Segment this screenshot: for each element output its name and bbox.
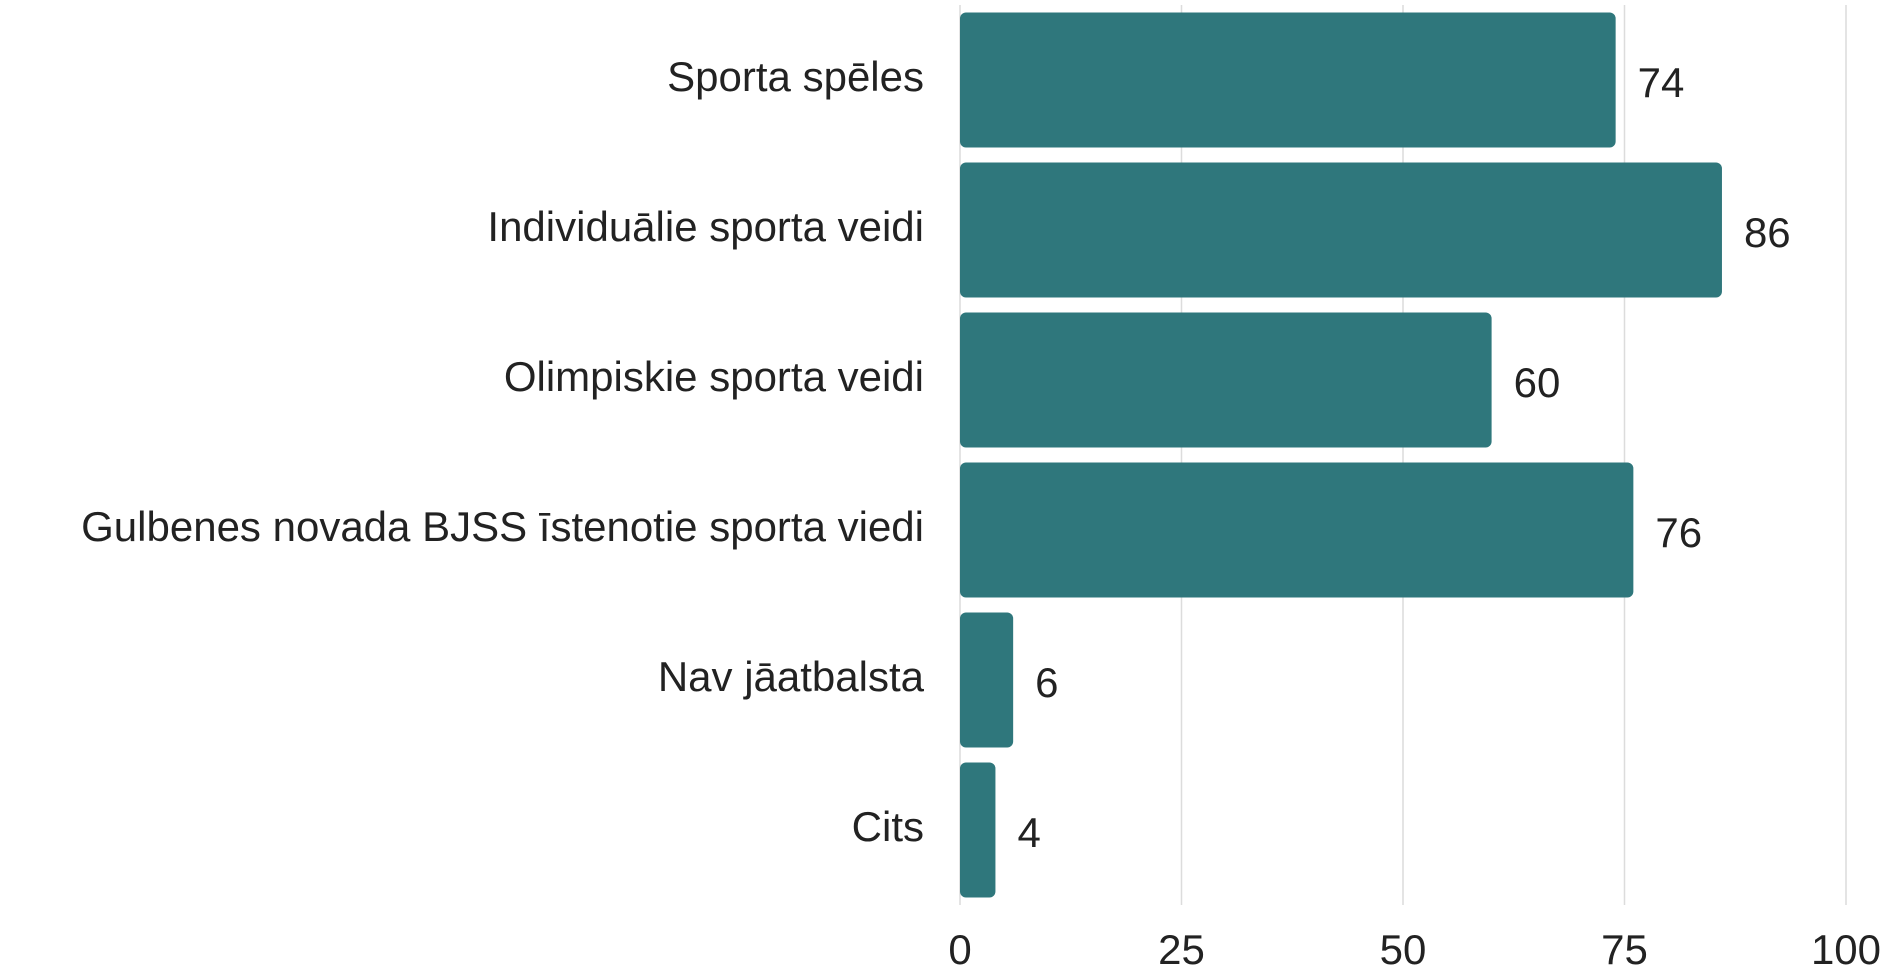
bar	[960, 462, 1634, 598]
bar	[960, 12, 1616, 148]
value-label: 76	[1655, 509, 1702, 556]
value-label: 4	[1017, 809, 1040, 856]
value-label: 60	[1514, 359, 1561, 406]
x-tick-label: 0	[948, 926, 971, 965]
value-label: 86	[1744, 209, 1791, 256]
x-tick-label: 100	[1811, 926, 1881, 965]
value-label: 6	[1035, 659, 1058, 706]
y-tick-label: Olimpiskie sporta veidi	[504, 353, 924, 400]
y-tick-label: Gulbenes novada BJSS īstenotie sporta vi…	[81, 503, 924, 550]
bar	[960, 612, 1014, 748]
y-tick-label: Sporta spēles	[667, 53, 924, 100]
x-tick-label: 50	[1380, 926, 1427, 965]
y-tick-label: Individuālie sporta veidi	[487, 203, 924, 250]
bar	[960, 312, 1492, 448]
x-tick-label: 25	[1158, 926, 1205, 965]
y-tick-label: Nav jāatbalsta	[658, 653, 925, 700]
bar	[960, 162, 1722, 298]
x-tick-label: 75	[1601, 926, 1648, 965]
y-tick-label: Cits	[852, 803, 924, 850]
value-label: 74	[1638, 59, 1685, 106]
bar	[960, 762, 996, 898]
